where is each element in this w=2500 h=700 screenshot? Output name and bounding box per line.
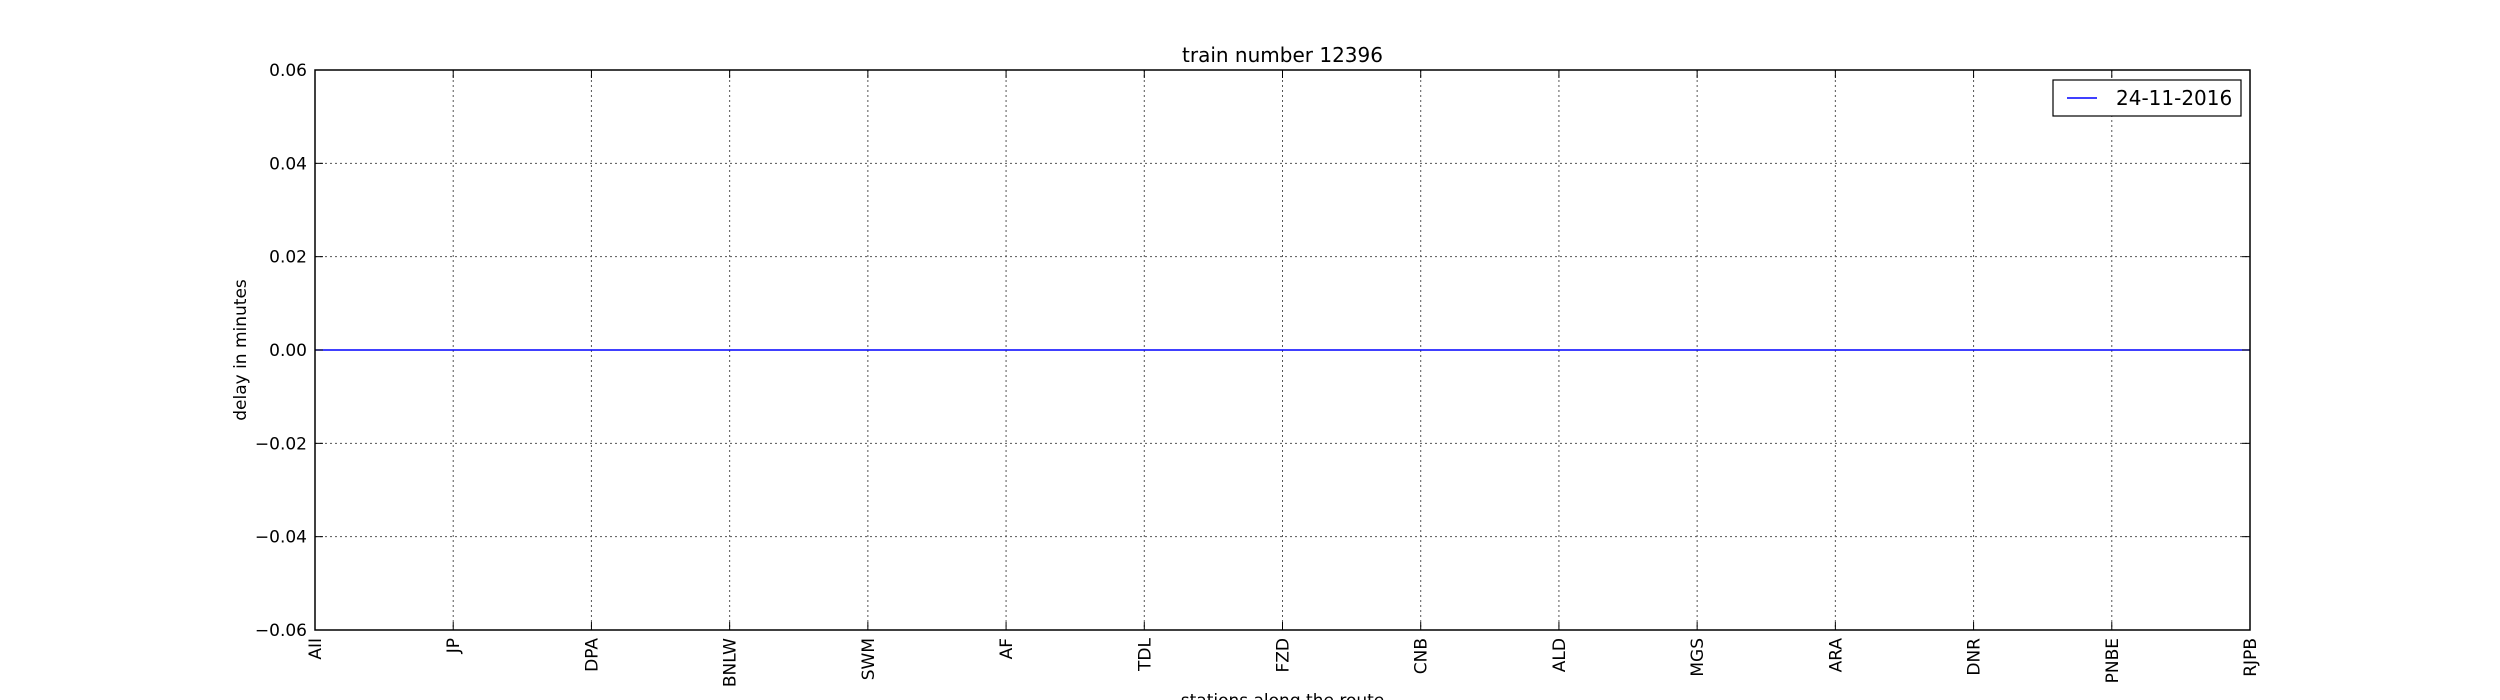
x-tick-label: TDL — [1135, 637, 1155, 671]
x-tick-label: MGS — [1688, 638, 1708, 677]
x-tick-label: AF — [997, 638, 1017, 659]
y-tick-label: 0.00 — [269, 341, 307, 361]
y-axis-label: delay in minutes — [231, 279, 251, 421]
y-tick-label: 0.02 — [269, 248, 307, 268]
axis-ticks: AII JP DPA BNLW SWM AF TDL FZD CNB ALD MGS ARA DNR PN… — [255, 61, 2261, 687]
y-tick-label: 0.04 — [269, 154, 307, 174]
x-tick-label: PNBE — [2103, 638, 2123, 683]
x-axis-label: stations along the route — [1181, 691, 1385, 700]
x-tick-label: BNLW — [721, 638, 741, 687]
legend: 24-11-2016 — [2052, 79, 2242, 117]
x-tick-label: JP — [444, 638, 464, 654]
x-tick-label: SWM — [859, 638, 879, 680]
x-tick-label: ARA — [1826, 638, 1846, 673]
x-tick-label: ALD — [1550, 638, 1570, 672]
y-tick-label: −0.04 — [255, 528, 307, 548]
y-tick-label: 0.06 — [269, 61, 307, 81]
x-tick-label: DPA — [582, 638, 602, 672]
x-tick-label: CNB — [1412, 638, 1432, 674]
chart-title: train number 12396 — [1182, 43, 1383, 67]
x-tick-label: AII — [306, 638, 326, 660]
y-tick-label: −0.06 — [255, 621, 307, 641]
x-tick-label: DNR — [1965, 638, 1985, 676]
x-tick-label: FZD — [1274, 638, 1294, 673]
x-tick-label: RJPB — [2241, 638, 2261, 677]
legend-label: 24-11-2016 — [2116, 86, 2232, 110]
y-tick-label: −0.02 — [255, 434, 307, 454]
